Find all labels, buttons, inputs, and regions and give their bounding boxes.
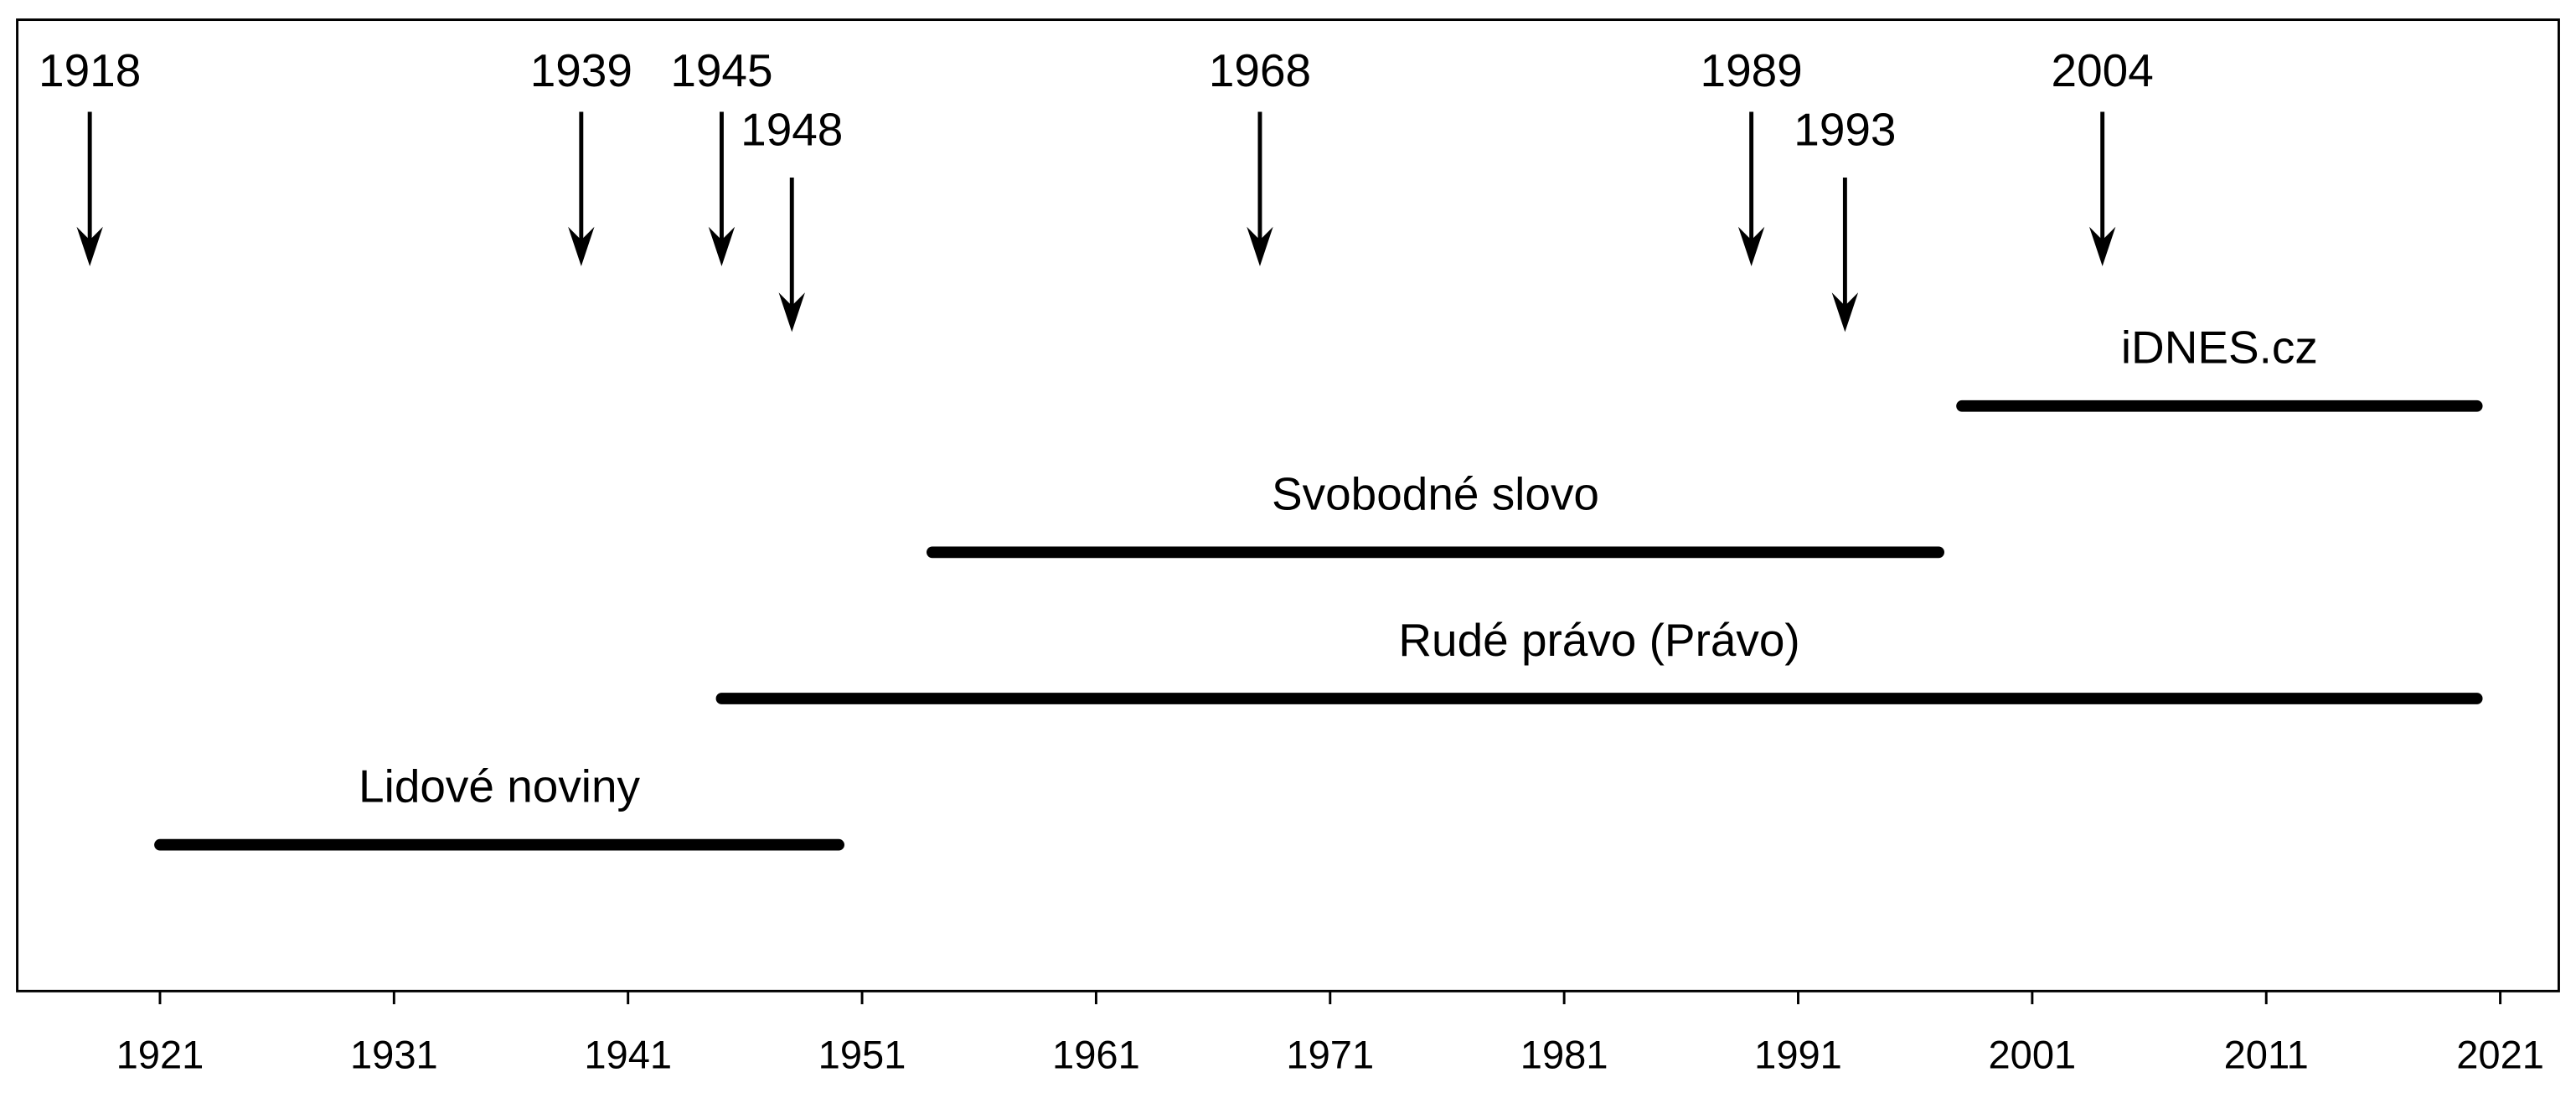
event-arrowhead	[2088, 226, 2116, 266]
event-arrowhead	[76, 226, 103, 266]
event-label: 1948	[741, 103, 843, 155]
x-tick-label: 1961	[1052, 1033, 1140, 1077]
x-tick-label: 1941	[584, 1033, 672, 1077]
plot-frame	[16, 18, 2560, 992]
period-label: Lidové noviny	[359, 760, 640, 812]
event-arrowhead	[1737, 226, 1765, 266]
event-label: 2004	[2052, 44, 2154, 96]
event-label: 1968	[1209, 44, 1311, 96]
event-arrowhead	[1247, 226, 1273, 266]
event-arrowhead	[778, 292, 805, 333]
x-tick-label: 1971	[1286, 1033, 1374, 1077]
event-arrowhead	[568, 226, 595, 266]
x-tick-label: 1991	[1754, 1033, 1842, 1077]
x-tick-label: 2021	[2456, 1033, 2544, 1077]
event-label: 1939	[530, 44, 632, 96]
x-tick-label: 1931	[350, 1033, 438, 1077]
event-label: 1993	[1794, 103, 1896, 155]
x-tick-label: 2001	[1989, 1033, 2077, 1077]
event-arrowhead	[1831, 292, 1859, 333]
event-label: 1945	[670, 44, 772, 96]
period-label: iDNES.cz	[2121, 322, 2318, 374]
period-label: Rudé právo (Právo)	[1398, 614, 1799, 666]
x-tick-label: 1951	[818, 1033, 906, 1077]
x-tick-label: 1921	[116, 1033, 204, 1077]
x-tick-label: 1981	[1520, 1033, 1608, 1077]
x-tick-label: 2011	[2224, 1033, 2309, 1077]
period-label: Svobodné slovo	[1272, 467, 1599, 519]
event-arrowhead	[708, 226, 736, 266]
event-label: 1918	[39, 44, 141, 96]
event-label: 1989	[1701, 44, 1803, 96]
